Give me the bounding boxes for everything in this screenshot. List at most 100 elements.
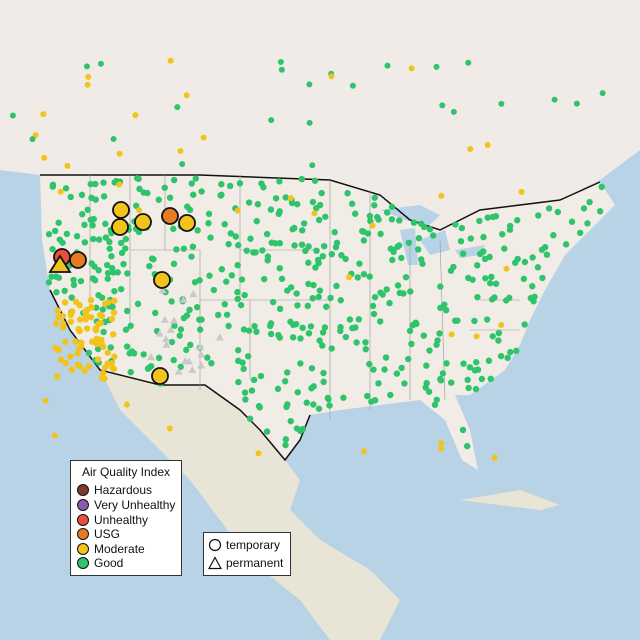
monitor-point <box>371 194 378 201</box>
temporary-monitor-marker <box>153 271 171 289</box>
monitor-point <box>9 112 16 119</box>
monitor-point <box>244 353 252 360</box>
monitor-point <box>438 192 445 199</box>
monitor-point <box>337 297 344 304</box>
monitor-point <box>276 305 284 313</box>
monitor-point <box>529 254 536 261</box>
monitor-point <box>136 185 143 193</box>
monitor-point <box>255 450 262 457</box>
monitor-point <box>95 236 103 243</box>
monitor-point <box>122 235 130 243</box>
triangle-icon <box>208 556 222 570</box>
monitor-point <box>205 220 212 227</box>
monitor-point <box>401 380 408 387</box>
monitor-point <box>288 199 296 207</box>
monitor-point <box>62 338 69 345</box>
monitor-point <box>320 378 327 386</box>
monitor-point <box>305 259 312 266</box>
monitor-point <box>459 426 467 434</box>
monitor-point <box>460 360 467 367</box>
monitor-point <box>55 219 62 226</box>
monitor-point <box>429 232 437 239</box>
monitor-point <box>388 216 396 223</box>
monitor-point <box>83 325 91 332</box>
monitor-point <box>136 207 143 214</box>
legend-label: Hazardous <box>94 483 153 497</box>
monitor-point <box>377 230 384 238</box>
monitor-point <box>495 337 502 344</box>
monitor-point <box>189 243 197 250</box>
monitor-point <box>85 363 93 370</box>
monitor-point <box>171 322 178 329</box>
monitor-point <box>349 324 356 332</box>
monitor-point <box>353 339 360 346</box>
monitor-point <box>584 220 591 227</box>
temporary-monitor-marker <box>112 201 130 219</box>
monitor-point <box>57 188 64 195</box>
monitor-point <box>169 316 178 324</box>
monitor-point <box>422 384 429 391</box>
monitor-point <box>375 380 382 387</box>
monitor-point <box>433 341 440 348</box>
monitor-point <box>197 350 206 358</box>
legend-title: Air Quality Index <box>81 465 171 479</box>
monitor-point <box>586 198 593 206</box>
monitor-point <box>437 445 444 452</box>
monitor-point <box>443 360 450 367</box>
monitor-point <box>204 354 211 361</box>
monitor-point <box>311 210 318 217</box>
monitor-point <box>188 365 197 373</box>
monitor-point <box>72 298 80 306</box>
monitor-point <box>108 264 116 272</box>
monitor-point <box>78 339 85 346</box>
monitor-point <box>102 220 109 228</box>
monitor-point <box>225 240 232 248</box>
monitor-point <box>580 205 588 212</box>
monitor-point <box>99 306 107 313</box>
monitor-point <box>326 402 333 409</box>
monitor-point <box>108 253 115 260</box>
monitor-point <box>360 271 368 278</box>
monitor-point <box>439 102 446 109</box>
monitor-point <box>371 293 379 301</box>
monitor-point <box>254 201 262 208</box>
monitor-point <box>282 436 290 443</box>
monitor-point <box>283 369 291 376</box>
monitor-point <box>447 379 455 386</box>
monitor-point <box>167 57 174 64</box>
monitor-point <box>83 63 90 70</box>
monitor-point <box>488 273 495 281</box>
monitor-point <box>62 359 70 367</box>
monitor-point <box>306 81 313 88</box>
monitor-point <box>474 262 481 269</box>
monitor-point <box>245 327 253 334</box>
monitor-point <box>267 206 275 213</box>
monitor-point <box>240 326 248 333</box>
monitor-point <box>258 180 265 187</box>
monitor-point <box>321 324 329 331</box>
monitor-point <box>180 245 188 252</box>
monitor-point <box>284 401 291 408</box>
monitor-point <box>316 337 323 344</box>
monitor-point <box>118 249 126 257</box>
monitor-point <box>309 162 316 169</box>
monitor-point <box>183 346 190 354</box>
monitor-point <box>356 260 363 267</box>
monitor-point <box>120 260 127 268</box>
monitor-point <box>450 108 457 115</box>
monitor-point <box>319 342 326 349</box>
monitor-point <box>177 326 185 333</box>
monitor-point <box>480 233 487 241</box>
monitor-point <box>63 230 71 238</box>
monitor-point <box>85 349 93 357</box>
monitor-point <box>135 175 142 183</box>
monitor-point <box>174 367 183 375</box>
monitor-point <box>355 316 363 323</box>
monitor-point <box>474 293 481 301</box>
monitor-point <box>126 350 133 357</box>
monitor-point <box>298 175 305 183</box>
monitor-point <box>263 230 271 238</box>
monitor-point <box>106 245 113 252</box>
monitor-point <box>82 310 90 318</box>
monitor-point <box>166 325 175 333</box>
